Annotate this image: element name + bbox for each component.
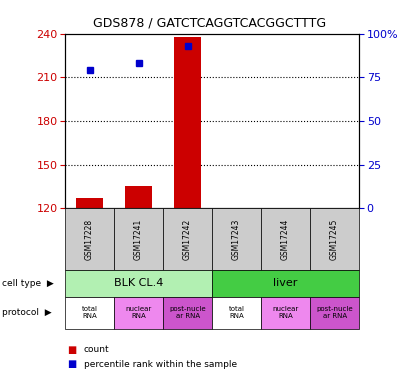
Text: protocol  ▶: protocol ▶ xyxy=(2,308,52,317)
Text: GSM17242: GSM17242 xyxy=(183,218,192,259)
Text: cell type  ▶: cell type ▶ xyxy=(2,279,54,288)
Text: post-nucle
ar RNA: post-nucle ar RNA xyxy=(169,306,206,320)
Text: ■: ■ xyxy=(67,360,76,369)
Text: post-nucle
ar RNA: post-nucle ar RNA xyxy=(316,306,353,320)
Text: percentile rank within the sample: percentile rank within the sample xyxy=(84,360,237,369)
Text: total
RNA: total RNA xyxy=(81,306,97,320)
Text: nuclear
RNA: nuclear RNA xyxy=(273,306,299,320)
Text: count: count xyxy=(84,345,110,354)
Bar xyxy=(125,186,152,208)
Text: nuclear
RNA: nuclear RNA xyxy=(126,306,152,320)
Bar xyxy=(76,198,103,208)
Text: GSM17243: GSM17243 xyxy=(232,218,241,260)
Text: total
RNA: total RNA xyxy=(228,306,244,320)
Text: BLK CL.4: BLK CL.4 xyxy=(114,279,163,288)
Text: liver: liver xyxy=(273,279,298,288)
Text: GSM17228: GSM17228 xyxy=(85,219,94,260)
Bar xyxy=(174,37,201,208)
Text: GDS878 / GATCTCAGGTCACGGCTTTG: GDS878 / GATCTCAGGTCACGGCTTTG xyxy=(93,17,327,30)
Text: GSM17244: GSM17244 xyxy=(281,218,290,260)
Text: GSM17241: GSM17241 xyxy=(134,218,143,259)
Text: GSM17245: GSM17245 xyxy=(330,218,339,260)
Text: ■: ■ xyxy=(67,345,76,354)
